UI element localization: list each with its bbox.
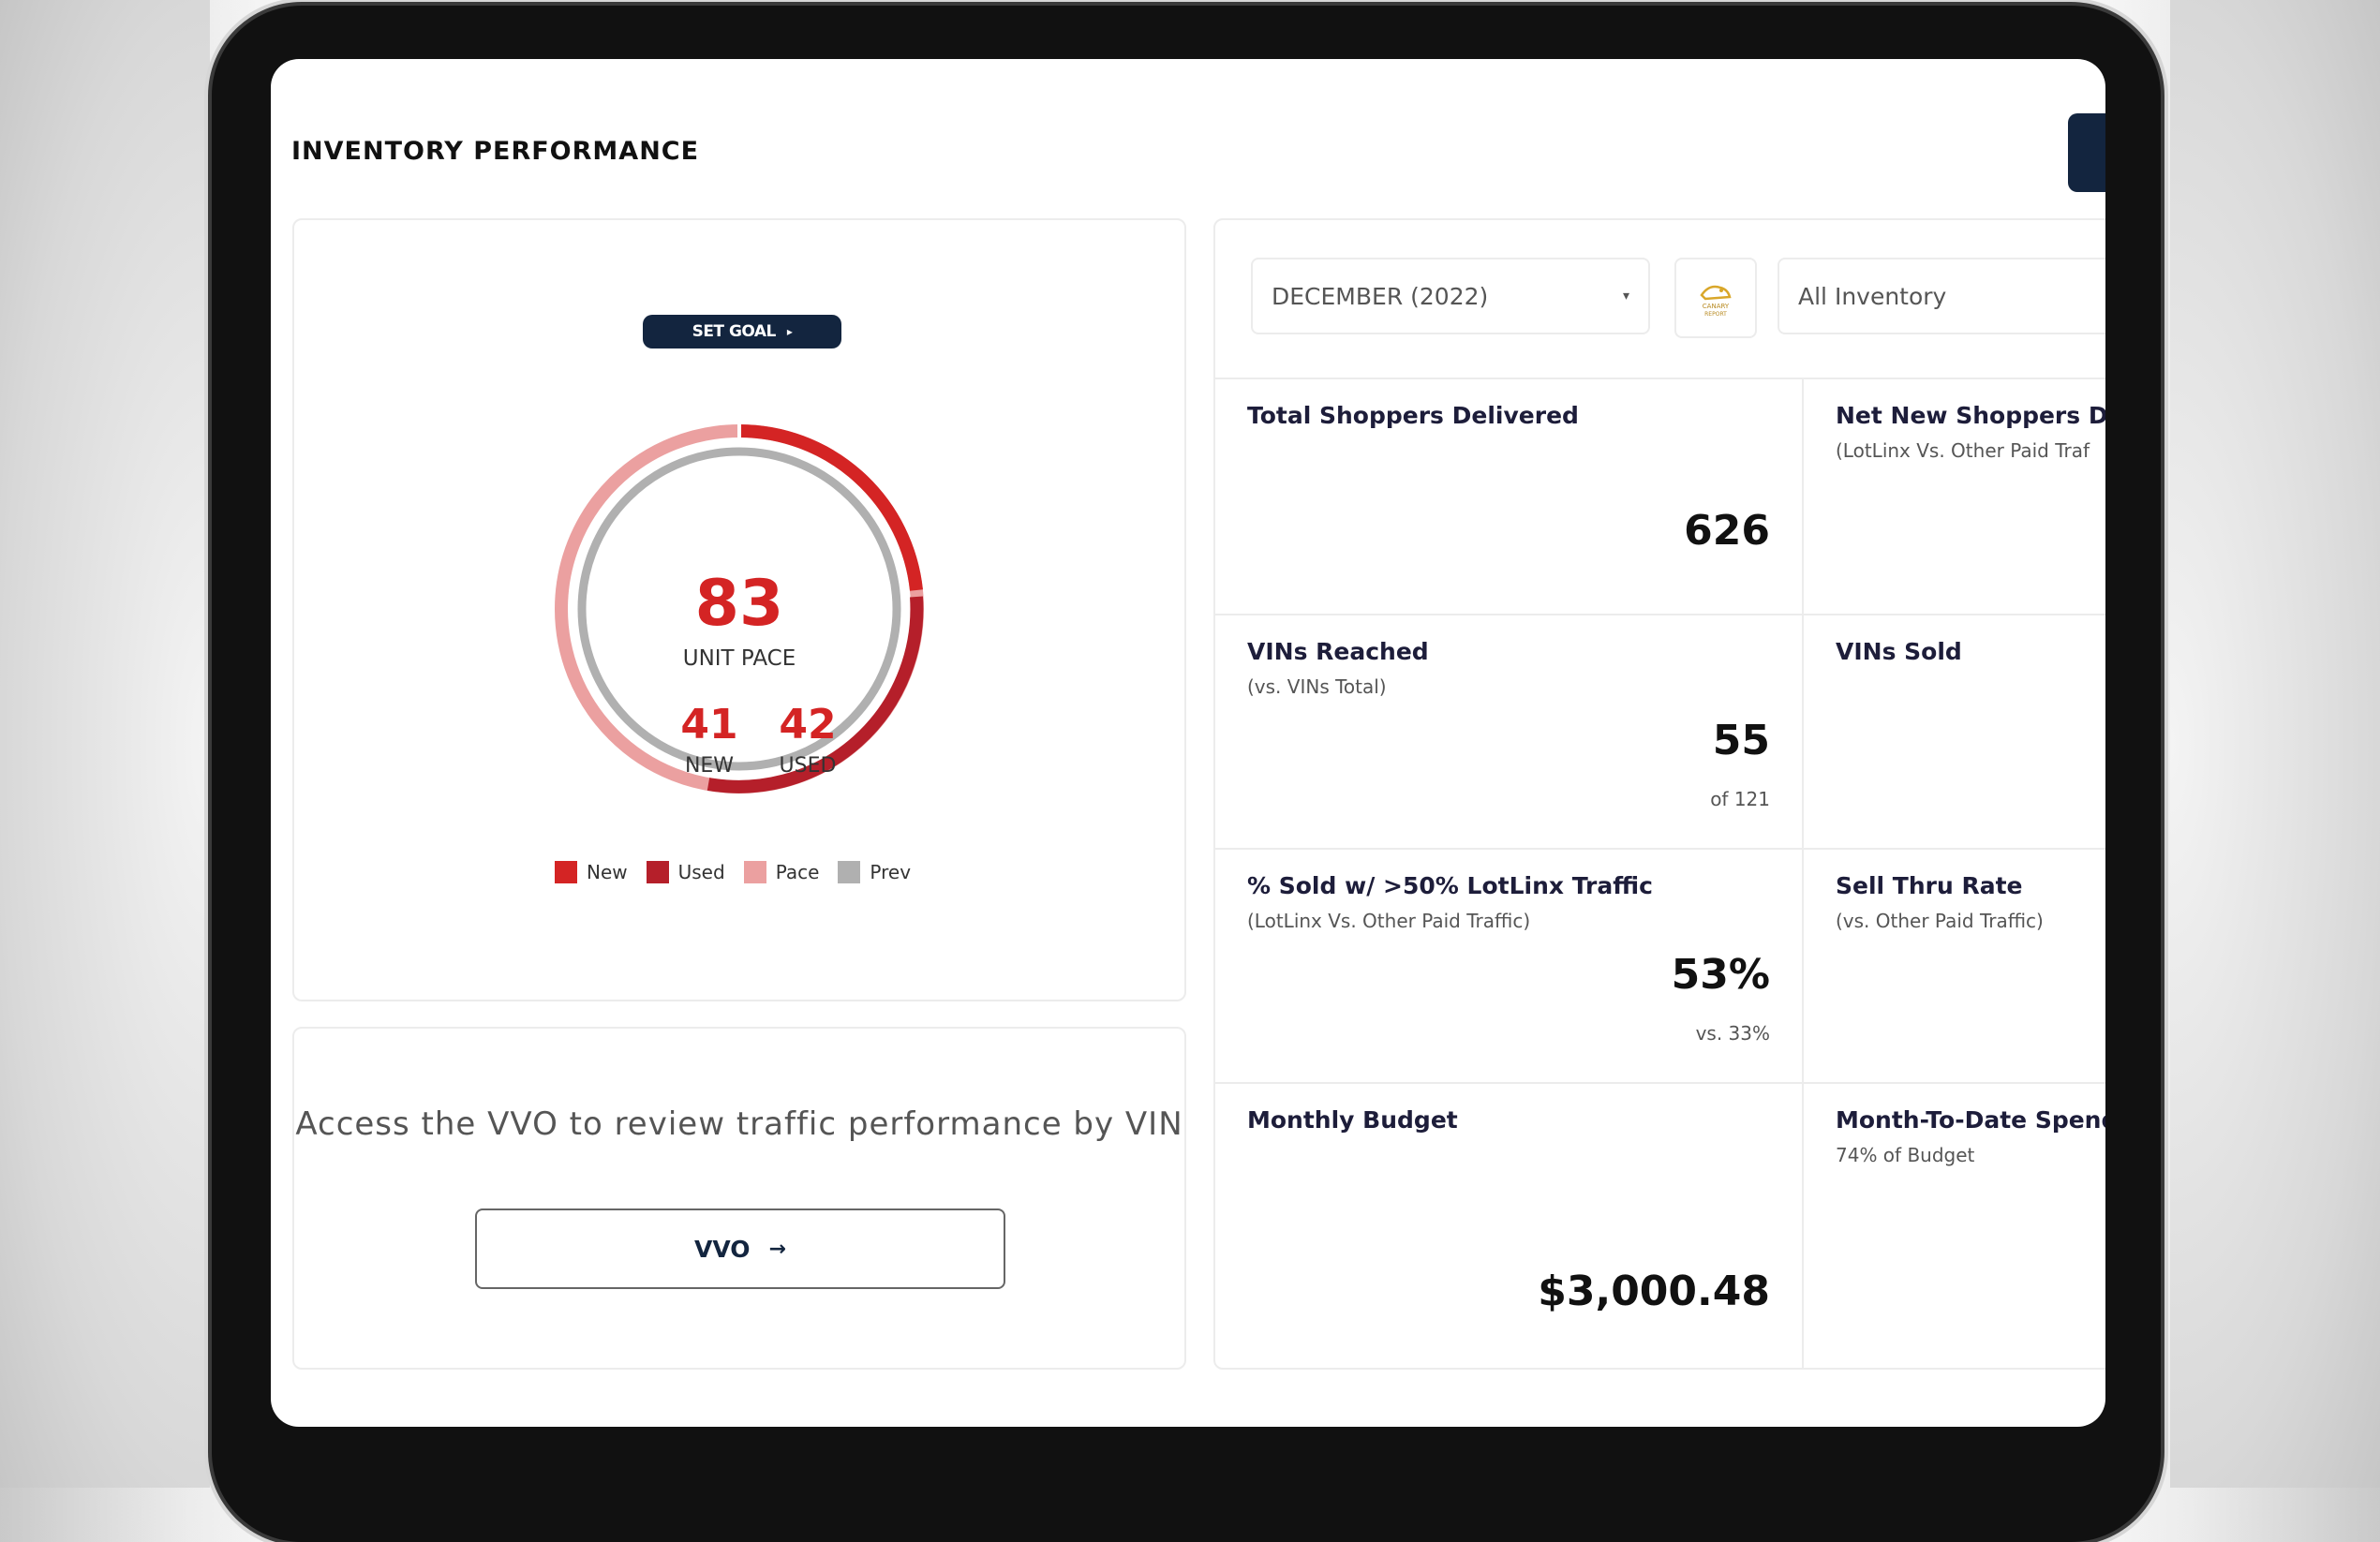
metric-subtitle: (vs. Other Paid Traffic): [1836, 910, 2044, 932]
month-select-value: DECEMBER (2022): [1272, 282, 1489, 310]
metric-subtitle: (LotLinx Vs. Other Paid Traf: [1836, 439, 2090, 462]
metric-vins-sold: VINs Sold: [1804, 614, 2105, 848]
metric-mtd-spend: Month-To-Date Spend 74% of Budget: [1804, 1082, 2105, 1368]
unit-pace-value: 83: [694, 567, 784, 641]
legend-item-used: Used: [646, 861, 725, 883]
legend-item-new: New: [555, 861, 628, 883]
legend-swatch: [743, 861, 766, 883]
metric-percent-sold: % Sold w/ >50% LotLinx Traffic (LotLinx …: [1215, 848, 1804, 1082]
metric-monthly-budget: Monthly Budget $3,000.48: [1215, 1082, 1804, 1368]
metric-subtitle: (LotLinx Vs. Other Paid Traffic): [1247, 910, 1531, 932]
metric-title: VINs Reached: [1247, 638, 1429, 665]
used-value: 42: [779, 701, 837, 749]
metric-title: Sell Thru Rate: [1836, 872, 2023, 899]
metric-value: 55: [1712, 717, 1770, 764]
metric-title: Net New Shoppers Deli: [1836, 402, 2105, 429]
ring-new-segment: [738, 424, 923, 591]
metric-value: 626: [1684, 507, 1770, 555]
metric-total-shoppers: Total Shoppers Delivered 626: [1215, 378, 1804, 614]
metric-value: $3,000.48: [1538, 1268, 1770, 1315]
metric-title: % Sold w/ >50% LotLinx Traffic: [1247, 872, 1653, 899]
ring-prev-segment: [577, 447, 901, 771]
metric-sell-thru-rate: Sell Thru Rate (vs. Other Paid Traffic): [1804, 848, 2105, 1082]
metric-title: Month-To-Date Spend: [1836, 1106, 2105, 1134]
metrics-card: DECEMBER (2022) ▾ CANARY REPORT All Inve…: [1213, 218, 2105, 1370]
tablet-screen: INVENTORY PERFORMANCE SET GOAL ▸ 83 UNIT…: [271, 59, 2105, 1427]
metric-title: VINs Sold: [1836, 638, 1962, 665]
legend-label: Pace: [775, 861, 820, 883]
legend-label: Used: [677, 861, 725, 883]
vvo-card: Access the VVO to review traffic perform…: [292, 1027, 1186, 1370]
metric-note: of 121: [1710, 788, 1770, 810]
used-label: USED: [779, 754, 837, 778]
legend-item-pace: Pace: [743, 861, 820, 883]
legend-swatch: [646, 861, 669, 883]
inventory-select[interactable]: All Inventory: [1778, 258, 2105, 334]
svg-text:CANARY: CANARY: [1703, 303, 1730, 310]
metric-subtitle: 74% of Budget: [1836, 1144, 1975, 1166]
background-left: [0, 0, 210, 1488]
metric-value: 53%: [1671, 951, 1770, 999]
chevron-down-icon: ▾: [1622, 289, 1629, 304]
metric-net-new-shoppers: Net New Shoppers Deli (LotLinx Vs. Other…: [1804, 378, 2105, 614]
metric-note: vs. 33%: [1695, 1022, 1770, 1045]
month-select[interactable]: DECEMBER (2022) ▾: [1251, 258, 1650, 334]
caret-right-icon: ▸: [786, 325, 793, 338]
unit-pace-ring-chart: [555, 424, 924, 793]
arrow-right-icon: →: [768, 1237, 786, 1261]
vvo-button[interactable]: VVO →: [475, 1208, 1005, 1289]
background-right: [2170, 0, 2380, 1488]
metric-subtitle: (vs. VINs Total): [1247, 675, 1387, 698]
legend-label: Prev: [870, 861, 912, 883]
top-right-button[interactable]: [2068, 113, 2105, 192]
set-goal-label: SET GOAL: [692, 322, 777, 341]
svg-text:REPORT: REPORT: [1704, 311, 1727, 318]
ring-legend: New Used Pace Prev: [555, 861, 911, 883]
legend-swatch: [838, 861, 861, 883]
metric-title: Total Shoppers Delivered: [1247, 402, 1579, 429]
canary-report-logo: CANARY REPORT: [1700, 285, 1732, 318]
unit-pace-label: UNIT PACE: [682, 646, 796, 671]
vvo-button-label: VVO: [694, 1235, 751, 1263]
new-label: NEW: [684, 754, 735, 778]
unit-pace-card: SET GOAL ▸ 83 UNIT PACE 41 NEW 42 USED N…: [292, 218, 1186, 1001]
metric-vins-reached: VINs Reached (vs. VINs Total) 55 of 121: [1215, 614, 1804, 848]
legend-label: New: [587, 861, 628, 883]
legend-item-prev: Prev: [838, 861, 911, 883]
ring-used-segment: [707, 596, 924, 793]
vvo-description: Access the VVO to review traffic perform…: [295, 1105, 1183, 1143]
set-goal-button[interactable]: SET GOAL ▸: [643, 315, 841, 348]
new-value: 41: [680, 701, 738, 749]
metric-title: Monthly Budget: [1247, 1106, 1458, 1134]
canary-report-button[interactable]: CANARY REPORT: [1674, 258, 1757, 338]
page-title: INVENTORY PERFORMANCE: [291, 137, 700, 166]
inventory-select-value: All Inventory: [1798, 282, 1947, 310]
legend-swatch: [555, 861, 577, 883]
